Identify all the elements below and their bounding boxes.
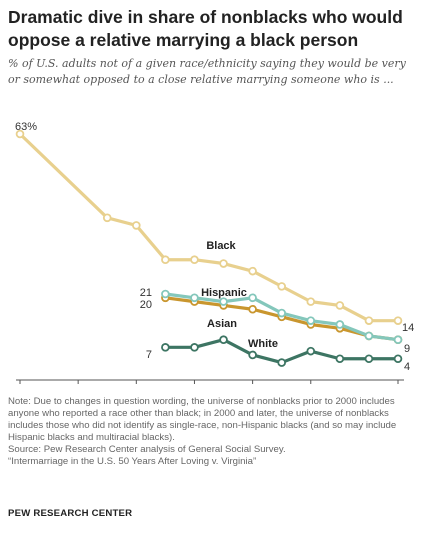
data-point-white (364, 354, 374, 364)
chart-subtitle: % of U.S. adults not of a given race/eth… (8, 57, 406, 86)
data-point-white (248, 350, 257, 360)
data-point-black (277, 282, 286, 291)
x-tick-label: 1998 (124, 389, 148, 390)
data-point-white (161, 343, 170, 352)
chart-title: Dramatic dive in share of nonblacks who … (8, 7, 403, 50)
data-point-black (219, 259, 228, 268)
x-tick-label: 2002 (182, 389, 206, 390)
start-value-label-black: 63% (15, 121, 37, 133)
report-title-text: “Intermarriage in the U.S. 50 Years Afte… (8, 456, 257, 467)
series-label-white: White (248, 338, 278, 350)
data-point-hispanic (393, 335, 403, 345)
data-point-hispanic (335, 320, 345, 329)
data-point-black (190, 255, 199, 265)
end-value-label-black: 14 (402, 322, 414, 334)
end-value-label-white: 4 (404, 361, 410, 373)
data-point-hispanic (161, 289, 170, 299)
x-tick-label: 1994 (66, 389, 90, 390)
source-text: Source: Pew Research Center analysis of … (8, 444, 286, 455)
data-point-hispanic (277, 308, 286, 318)
data-point-white (393, 354, 403, 364)
data-point-black (132, 221, 141, 230)
data-point-black (161, 255, 170, 265)
data-point-black (364, 316, 374, 325)
data-point-black (335, 301, 345, 310)
x-tick-label: 2016 (386, 389, 410, 390)
x-tick-label: 2006 (240, 389, 264, 390)
data-point-hispanic (364, 331, 374, 341)
data-point-white (190, 343, 199, 352)
data-point-black (393, 316, 403, 325)
start-value-label-asian: 20 (140, 299, 152, 311)
data-point-hispanic (190, 293, 199, 303)
note-text: Note: Due to changes in question wording… (8, 396, 397, 443)
data-point-white (219, 335, 228, 345)
start-value-label-hispanic: 21 (140, 287, 152, 299)
data-point-white (335, 354, 345, 364)
x-tick-label: 1990 (8, 389, 32, 390)
data-point-black (102, 213, 112, 223)
data-point-white (277, 358, 286, 367)
line-chart: 1990 1994 1998 2002 2006 2010 2016 Black Hispani… (8, 121, 414, 390)
end-value-label-hispanic: 9 (404, 343, 410, 355)
series-label-black: Black (206, 240, 236, 252)
series-label-hispanic: Hispanic (201, 287, 247, 299)
x-tick-label: 2010 (299, 389, 323, 390)
data-point-black (15, 129, 25, 139)
data-point-asian (248, 304, 257, 314)
data-point-white (306, 346, 316, 356)
chart-notes: Note: Due to changes in question wording… (8, 396, 416, 468)
series-label-asian: Asian (207, 318, 237, 330)
data-point-hispanic (306, 316, 316, 325)
data-point-hispanic (219, 297, 228, 306)
data-point-black (248, 266, 257, 276)
data-point-black (306, 297, 316, 306)
data-point-hispanic (248, 293, 257, 303)
brand-logo-text: PEW RESEARCH CENTER (8, 508, 133, 519)
start-value-label-white: 7 (146, 349, 152, 361)
series-line-black (18, 132, 400, 323)
